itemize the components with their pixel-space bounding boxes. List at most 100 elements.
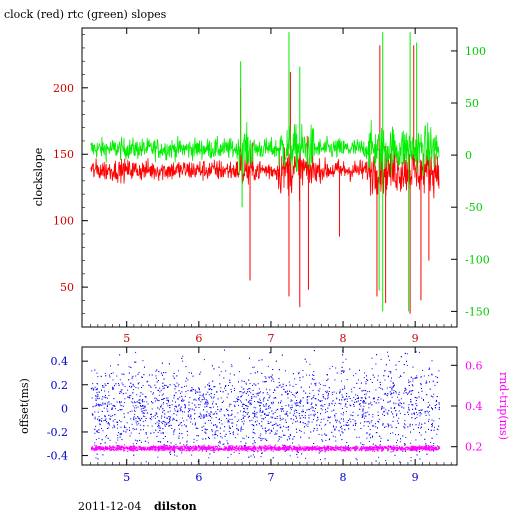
rnd-trip-point xyxy=(260,447,262,449)
rnd-trip-point xyxy=(270,446,273,448)
clock-series xyxy=(90,45,440,314)
rnd-trip-point xyxy=(163,446,165,448)
offset-point xyxy=(398,417,400,419)
rnd-trip-point xyxy=(412,448,414,450)
rnd-trip-point xyxy=(230,447,232,449)
offset-point xyxy=(137,416,139,418)
offset-point xyxy=(271,417,273,419)
rnd-trip-point xyxy=(369,446,371,448)
offset-point xyxy=(116,401,118,403)
top-x-tick-label: 9 xyxy=(412,332,419,345)
offset-point xyxy=(296,412,298,413)
offset-point xyxy=(409,391,410,393)
rnd-trip-point xyxy=(294,446,296,448)
offset-point xyxy=(236,401,238,402)
offset-point xyxy=(191,402,193,404)
offset-point xyxy=(171,428,173,429)
offset-point xyxy=(107,428,108,429)
rnd-trip-point xyxy=(240,446,243,448)
rnd-trip-point xyxy=(250,449,252,451)
rnd-trip-point xyxy=(326,445,328,447)
offset-point xyxy=(395,364,397,366)
offset-point xyxy=(137,387,139,389)
offset-point xyxy=(400,398,402,400)
offset-point xyxy=(97,376,99,378)
clock-line xyxy=(90,135,440,202)
offset-point xyxy=(198,407,200,408)
offset-point xyxy=(433,443,435,444)
offset-point xyxy=(169,452,171,454)
offset-point xyxy=(173,451,175,453)
rnd-trip-point xyxy=(97,448,99,450)
offset-point xyxy=(313,428,315,430)
offset-point xyxy=(261,438,263,440)
offset-point xyxy=(172,375,174,377)
rnd-trip-point xyxy=(310,447,312,449)
offset-point xyxy=(117,434,119,436)
offset-point xyxy=(293,394,295,396)
rnd-trip-point xyxy=(218,448,220,451)
offset-point xyxy=(288,426,289,428)
offset-point xyxy=(107,402,109,404)
offset-point xyxy=(428,411,430,412)
offset-point xyxy=(357,400,359,402)
offset-point xyxy=(153,416,155,418)
offset-point xyxy=(312,414,314,416)
offset-point xyxy=(224,415,226,417)
offset-point xyxy=(304,417,306,419)
offset-point xyxy=(397,403,399,405)
rnd-trip-point xyxy=(435,449,437,451)
offset-point xyxy=(233,404,235,406)
offset-point xyxy=(216,425,218,427)
offset-point xyxy=(274,389,276,391)
offset-point xyxy=(262,392,264,394)
offset-point xyxy=(165,385,167,386)
offset-point xyxy=(150,413,152,415)
offset-point xyxy=(193,399,195,401)
offset-point xyxy=(137,421,139,423)
offset-point xyxy=(199,373,201,375)
offset-point xyxy=(209,453,211,455)
rnd-trip-point xyxy=(261,447,263,449)
rnd-trip-point xyxy=(421,446,423,448)
offset-point xyxy=(219,422,220,424)
offset-point xyxy=(137,440,138,442)
rnd-trip-point xyxy=(248,448,250,450)
offset-point xyxy=(346,425,348,427)
offset-point xyxy=(358,379,359,381)
offset-point xyxy=(354,422,356,424)
offset-point xyxy=(383,415,385,416)
offset-point xyxy=(292,373,294,375)
rnd-trip-point xyxy=(428,449,430,451)
offset-point xyxy=(370,401,372,403)
offset-point xyxy=(131,378,133,380)
offset-point xyxy=(93,388,95,390)
rnd-trip-point xyxy=(207,447,210,450)
chart-title: clock (red) rtc (green) slopes xyxy=(4,8,167,21)
offset-point xyxy=(416,416,418,418)
offset-point xyxy=(139,399,141,401)
offset-point xyxy=(270,421,272,423)
offset-point xyxy=(310,431,312,433)
rnd-trip-point xyxy=(117,447,119,449)
offset-point xyxy=(287,426,289,428)
offset-point xyxy=(270,429,272,431)
offset-point xyxy=(180,406,182,408)
offset-point xyxy=(226,440,228,442)
offset-point xyxy=(118,419,120,421)
offset-point xyxy=(243,410,245,412)
rnd-trip-point xyxy=(389,446,391,448)
offset-point xyxy=(240,410,241,412)
offset-point xyxy=(249,420,251,422)
rnd-trip-point xyxy=(102,448,104,451)
offset-point xyxy=(92,389,94,391)
offset-point xyxy=(112,420,114,422)
offset-point xyxy=(399,402,401,404)
rnd-trip-point xyxy=(136,448,138,450)
offset-point xyxy=(104,383,106,385)
offset-point xyxy=(95,389,97,391)
offset-point xyxy=(280,400,282,402)
offset-point xyxy=(146,412,148,414)
rnd-trip-point xyxy=(315,447,317,449)
offset-point xyxy=(129,397,131,399)
